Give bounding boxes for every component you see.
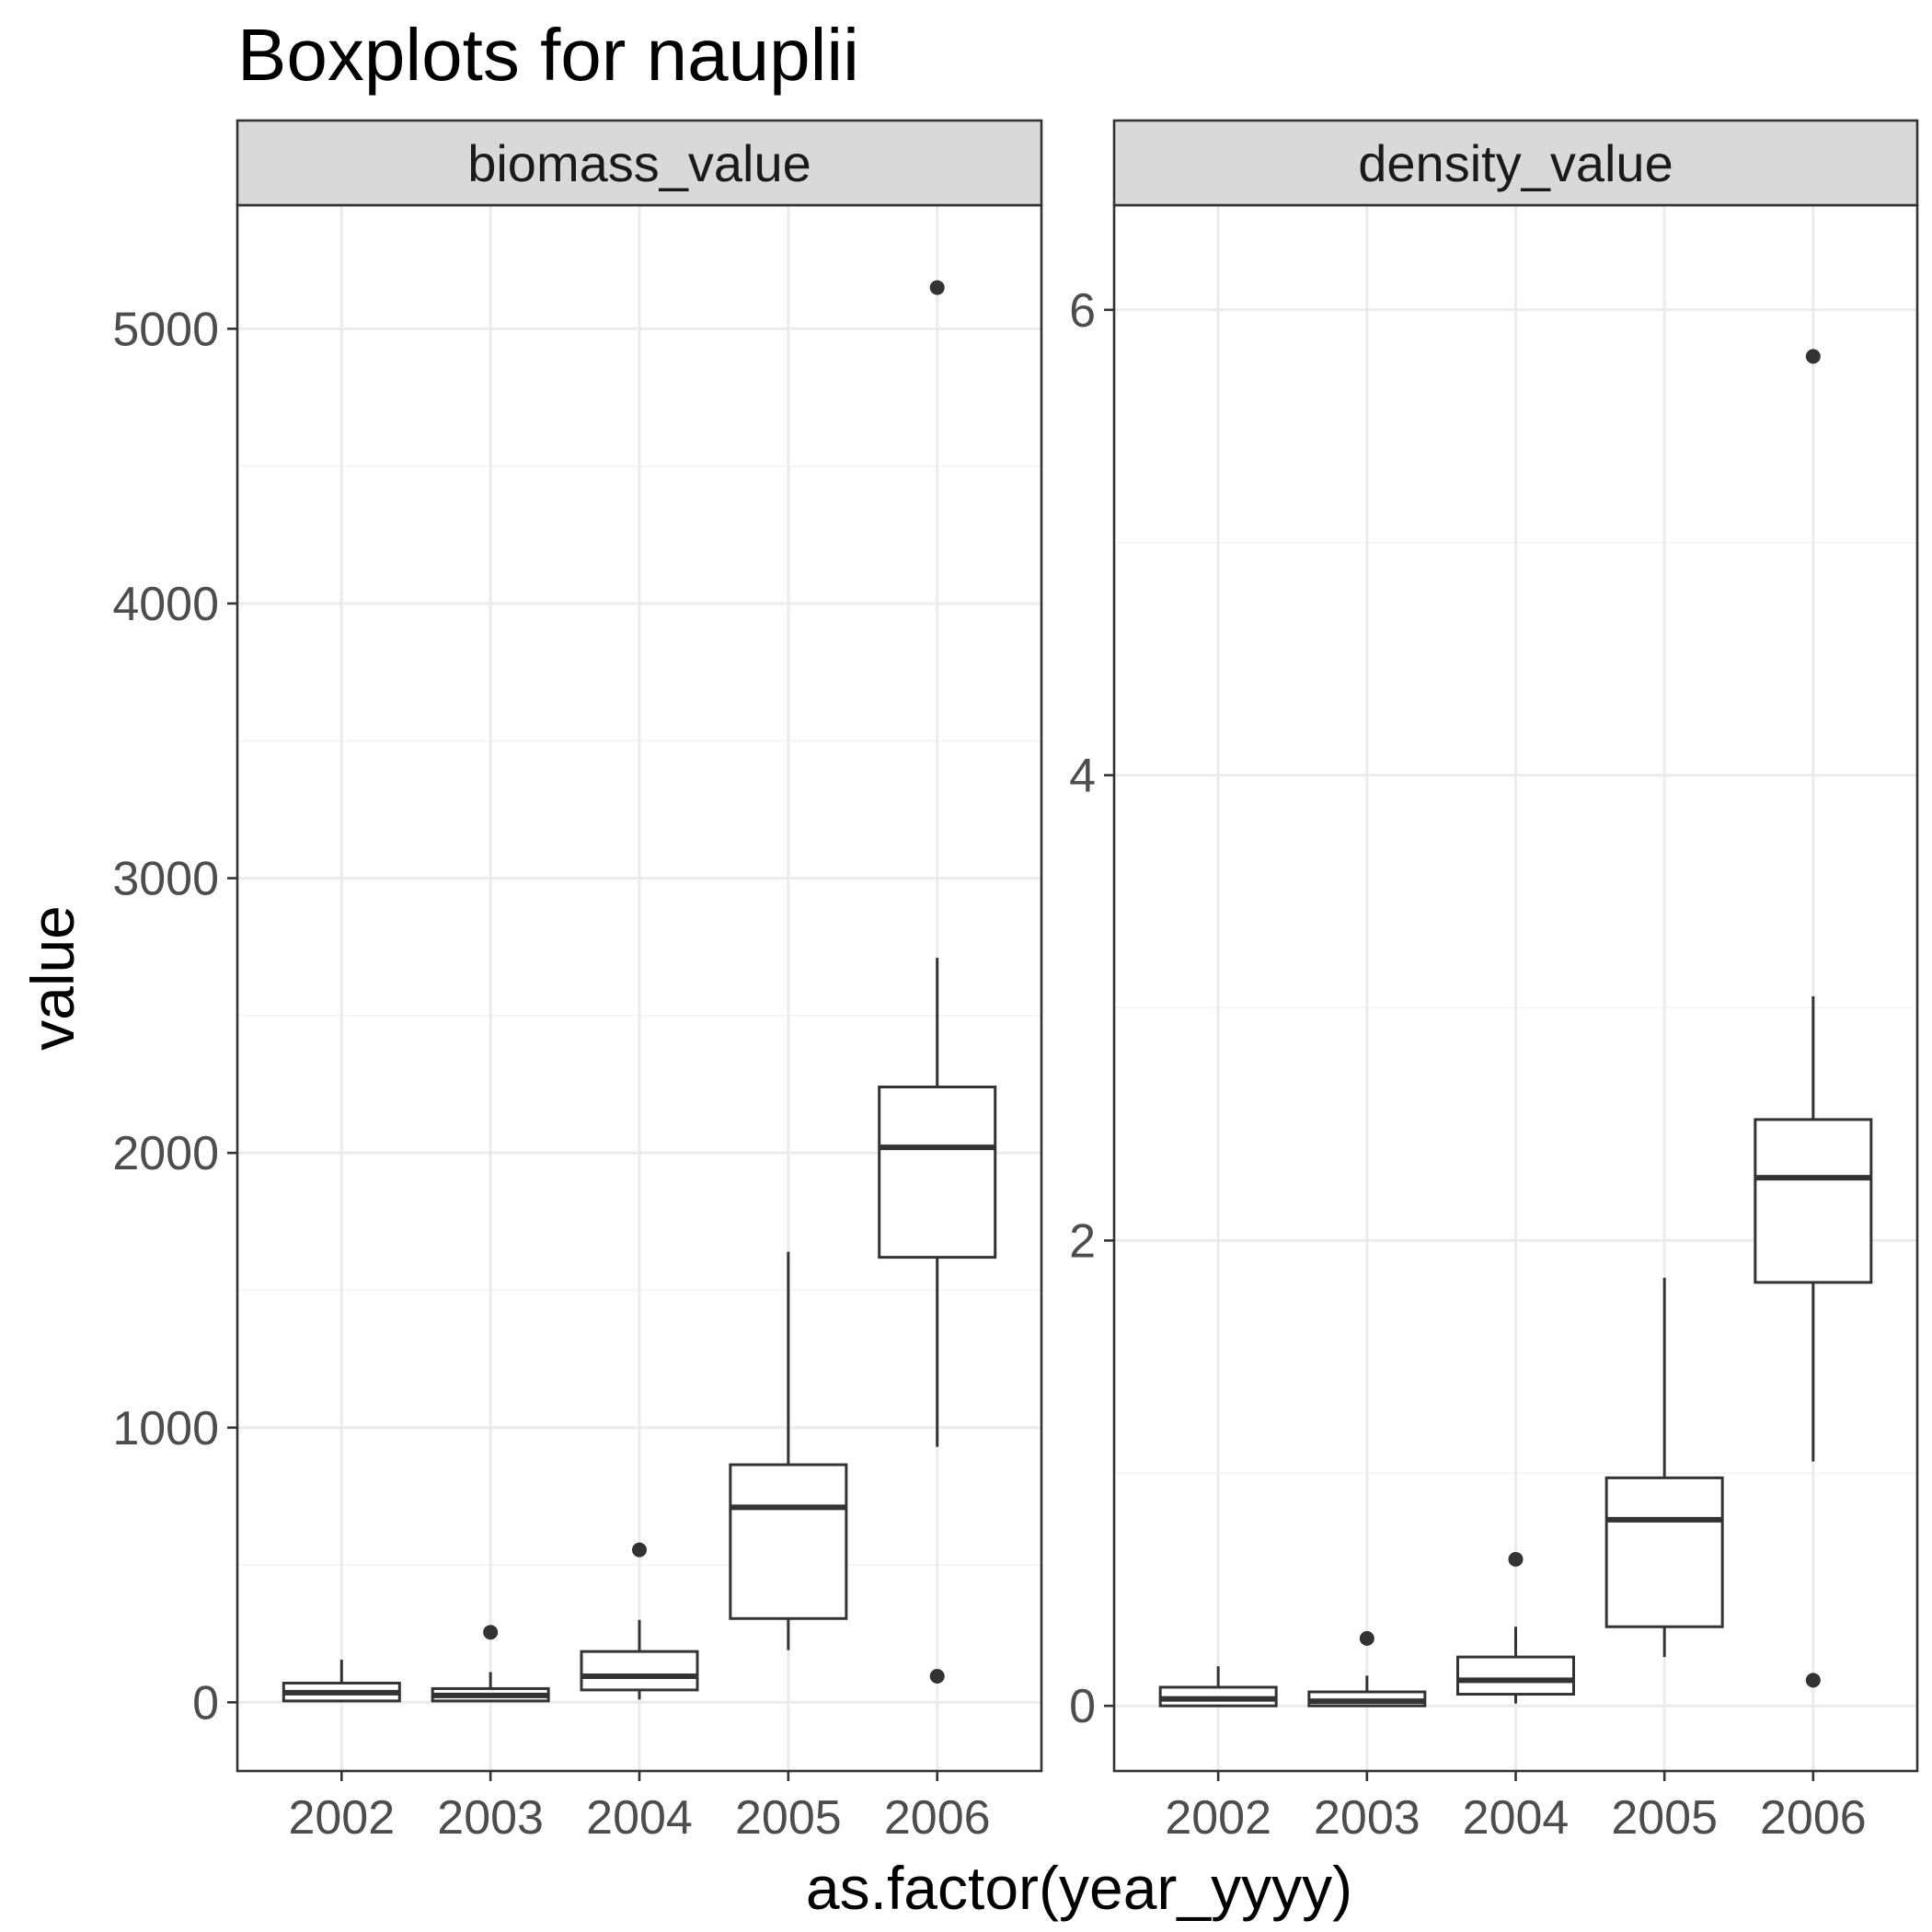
facet-strip bbox=[1112, 119, 1919, 207]
boxplot-2002 bbox=[282, 1660, 401, 1703]
grid-lines bbox=[237, 205, 1041, 1771]
y-tick-label: 2 bbox=[1069, 1214, 1096, 1268]
y-axis-title: value bbox=[18, 905, 86, 1051]
outlier-point bbox=[1359, 1630, 1374, 1646]
outlier-point bbox=[483, 1625, 499, 1640]
y-axis: 0 1000 2000 3000 4000 5000 bbox=[112, 303, 237, 1730]
y-tick-label: 0 bbox=[1069, 1680, 1096, 1733]
x-tick-label: 2004 bbox=[1463, 1791, 1570, 1845]
box-iqr bbox=[580, 1650, 699, 1692]
x-tick-label: 2002 bbox=[288, 1791, 395, 1845]
boxplot-2006 bbox=[1754, 349, 1873, 1688]
y-tick-label: 6 bbox=[1069, 284, 1096, 338]
outlier-point bbox=[632, 1542, 647, 1558]
x-tick-label: 2004 bbox=[586, 1791, 693, 1845]
box-iqr bbox=[1754, 1118, 1873, 1284]
x-axis-title: as.factor(year_yyyy) bbox=[806, 1854, 1352, 1922]
y-tick-label: 0 bbox=[192, 1676, 219, 1730]
outlier-point bbox=[1805, 1673, 1821, 1688]
panel-density-value: density_value 0 2 4 6 2002 2003 2004 2005 2006 bbox=[1069, 119, 1919, 1845]
outlier-point bbox=[929, 1668, 945, 1684]
box-iqr bbox=[729, 1463, 848, 1620]
box-iqr bbox=[1604, 1476, 1724, 1628]
x-tick-label: 2003 bbox=[437, 1791, 544, 1845]
y-tick-label: 5000 bbox=[112, 303, 219, 356]
outlier-point bbox=[1805, 349, 1821, 364]
outlier-point bbox=[1508, 1551, 1524, 1567]
y-tick-label: 4 bbox=[1069, 750, 1096, 803]
boxplot-2004 bbox=[580, 1542, 699, 1700]
boxplot-2005 bbox=[729, 1251, 848, 1650]
y-axis: 0 2 4 6 bbox=[1069, 284, 1114, 1733]
x-axis: 2002 2003 2004 2005 2006 bbox=[288, 1771, 991, 1845]
facet-strip-label: density_value bbox=[1358, 134, 1673, 192]
box-group bbox=[1158, 349, 1873, 1708]
outlier-point bbox=[929, 280, 945, 295]
boxplot-2004 bbox=[1456, 1551, 1575, 1704]
y-tick-label: 2000 bbox=[112, 1127, 219, 1180]
boxplot-2003 bbox=[1307, 1630, 1427, 1708]
x-tick-label: 2003 bbox=[1314, 1791, 1420, 1845]
box-iqr bbox=[878, 1085, 997, 1259]
y-tick-label: 1000 bbox=[112, 1402, 219, 1455]
boxplot-2006 bbox=[878, 280, 997, 1684]
y-tick-label: 4000 bbox=[112, 578, 219, 631]
y-tick-label: 3000 bbox=[112, 853, 219, 906]
box-iqr bbox=[1456, 1655, 1575, 1696]
x-tick-label: 2002 bbox=[1165, 1791, 1271, 1845]
boxplot-2005 bbox=[1604, 1277, 1724, 1658]
x-tick-label: 2005 bbox=[735, 1791, 842, 1845]
x-tick-label: 2005 bbox=[1611, 1791, 1718, 1845]
box-group bbox=[282, 280, 997, 1703]
x-tick-label: 2006 bbox=[1760, 1791, 1867, 1845]
facet-strip-label: biomass_value bbox=[467, 134, 811, 192]
x-axis: 2002 2003 2004 2005 2006 bbox=[1165, 1771, 1867, 1845]
boxplot-2002 bbox=[1158, 1666, 1278, 1708]
x-tick-label: 2006 bbox=[884, 1791, 991, 1845]
chart-title: Boxplots for nauplii bbox=[237, 14, 859, 96]
boxplot-2003 bbox=[431, 1625, 550, 1703]
grid-lines bbox=[1114, 205, 1917, 1771]
facet-strip bbox=[236, 119, 1043, 207]
panel-biomass-value: biomass_value 0 1000 2000 3000 4000 5000 2002… bbox=[112, 119, 1043, 1845]
